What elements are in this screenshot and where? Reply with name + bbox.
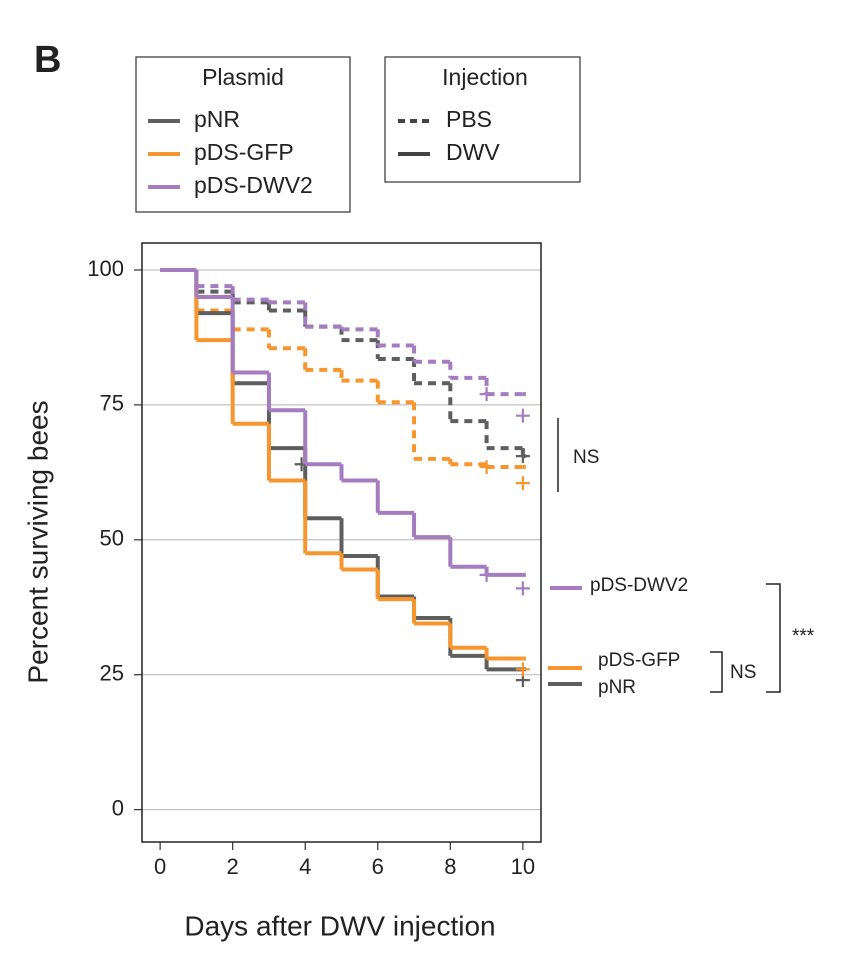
y-tick-label: 100 [87, 256, 124, 281]
end-label: pDS-GFP [598, 650, 680, 671]
legend-label: pNR [194, 106, 240, 132]
x-tick-label: 10 [511, 854, 535, 879]
censor-mark [479, 567, 494, 582]
legend-box [384, 56, 581, 183]
censor-mark [479, 387, 494, 402]
censor-mark [515, 581, 530, 596]
legend-label: pDS-GFP [194, 139, 294, 165]
legend-title: Injection [442, 64, 528, 90]
x-tick-label: 2 [227, 854, 239, 879]
x-tick-label: 0 [154, 854, 166, 879]
end-label: pDS-DWV2 [590, 575, 688, 596]
y-tick-label: 75 [100, 391, 124, 416]
legend-label: PBS [446, 106, 492, 132]
plot-frame [141, 242, 542, 843]
censor-mark [515, 449, 530, 464]
y-tick-label: 0 [112, 795, 124, 820]
x-tick-label: 4 [299, 854, 311, 879]
end-label: pNR [598, 677, 636, 698]
legend-label: pDS-DWV2 [194, 172, 313, 198]
y-tick-label: 25 [100, 661, 124, 686]
bracket [766, 583, 781, 693]
censor-mark [515, 408, 530, 423]
legend-box [135, 56, 351, 213]
y-tick-label: 50 [100, 526, 124, 551]
significance-label: NS [730, 662, 756, 683]
y-axis-label: Percent surviving bees [22, 400, 53, 683]
x-tick-label: 8 [444, 854, 456, 879]
significance-label: NS [573, 447, 599, 468]
bracket [710, 651, 723, 693]
x-tick-label: 6 [372, 854, 384, 879]
legend-label: DWV [446, 139, 500, 165]
censor-mark [515, 476, 530, 491]
censor-mark [479, 459, 494, 474]
censor-mark [515, 662, 530, 677]
panel-label: B [34, 39, 61, 81]
legend-title: Plasmid [202, 64, 284, 90]
significance-label: *** [792, 626, 815, 647]
x-axis-label: Days after DWV injection [184, 910, 495, 941]
